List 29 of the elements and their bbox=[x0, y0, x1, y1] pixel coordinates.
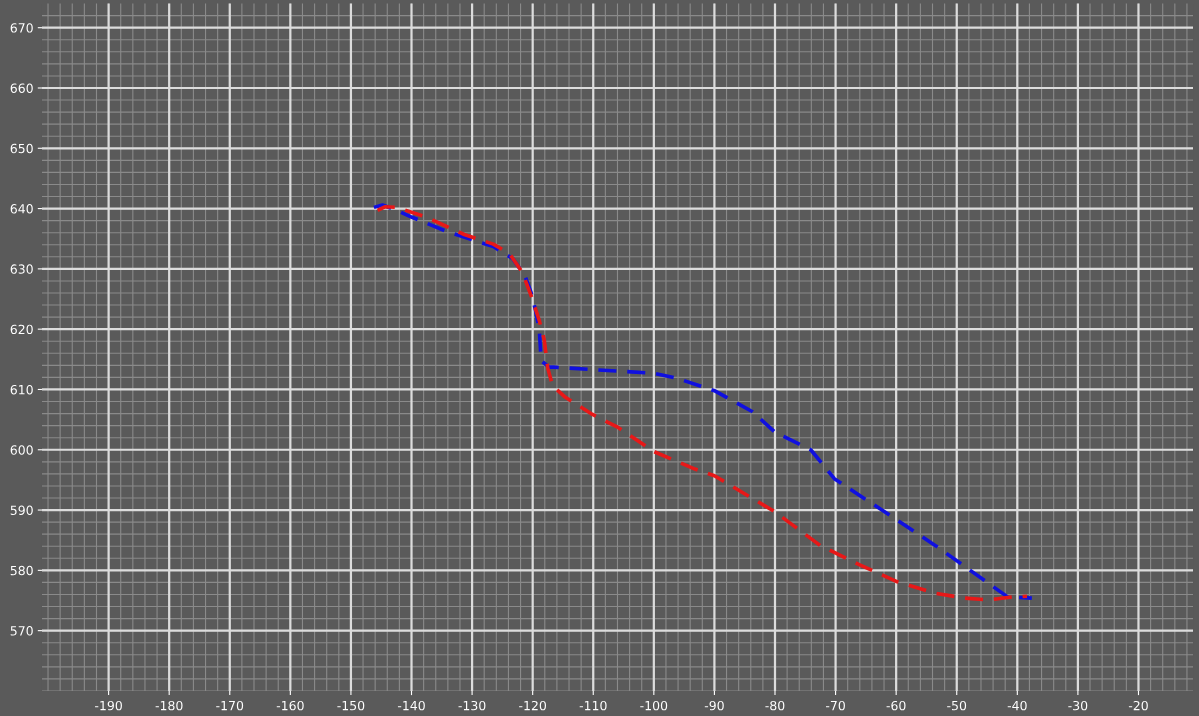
y-tick-label: 660 bbox=[10, 83, 33, 93]
x-tick-label: -90 bbox=[704, 700, 724, 711]
x-tick-label: -70 bbox=[825, 700, 845, 711]
x-tick-label: -130 bbox=[458, 700, 486, 711]
y-tick-label: 630 bbox=[10, 264, 33, 274]
y-tick-label: 590 bbox=[10, 505, 33, 515]
x-tick-label: -100 bbox=[640, 700, 668, 711]
x-tick-label: -190 bbox=[95, 700, 122, 711]
x-tick-label: -120 bbox=[519, 700, 547, 711]
x-tick-label: -60 bbox=[886, 700, 906, 711]
y-tick-label: 620 bbox=[10, 324, 33, 335]
y-tick-label: 600 bbox=[10, 445, 33, 455]
x-tick-label: -30 bbox=[1068, 700, 1088, 711]
y-tick-label: 650 bbox=[10, 143, 33, 154]
x-tick-label: -150 bbox=[337, 700, 365, 711]
y-tick-label: 670 bbox=[10, 23, 33, 33]
y-tick-label: 610 bbox=[10, 384, 33, 395]
x-tick-label: -80 bbox=[765, 700, 785, 711]
y-tick-label: 570 bbox=[10, 626, 33, 636]
x-tick-label: -160 bbox=[276, 700, 304, 711]
x-tick-label: -50 bbox=[947, 700, 967, 711]
x-tick-label: -170 bbox=[216, 700, 244, 711]
x-tick-label: -20 bbox=[1128, 700, 1148, 711]
x-tick-label: -110 bbox=[579, 700, 607, 711]
y-tick-label: 580 bbox=[10, 565, 33, 576]
y-tick-label: 640 bbox=[10, 204, 33, 214]
x-tick-label: -180 bbox=[155, 700, 183, 711]
x-tick-label: -40 bbox=[1007, 700, 1027, 711]
x-tick-label: -140 bbox=[397, 700, 425, 711]
